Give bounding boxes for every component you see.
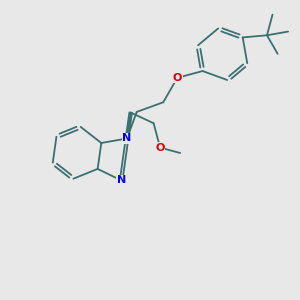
Text: O: O xyxy=(155,142,165,153)
Text: N: N xyxy=(122,134,132,143)
Text: O: O xyxy=(173,73,182,83)
Text: N: N xyxy=(116,176,126,185)
